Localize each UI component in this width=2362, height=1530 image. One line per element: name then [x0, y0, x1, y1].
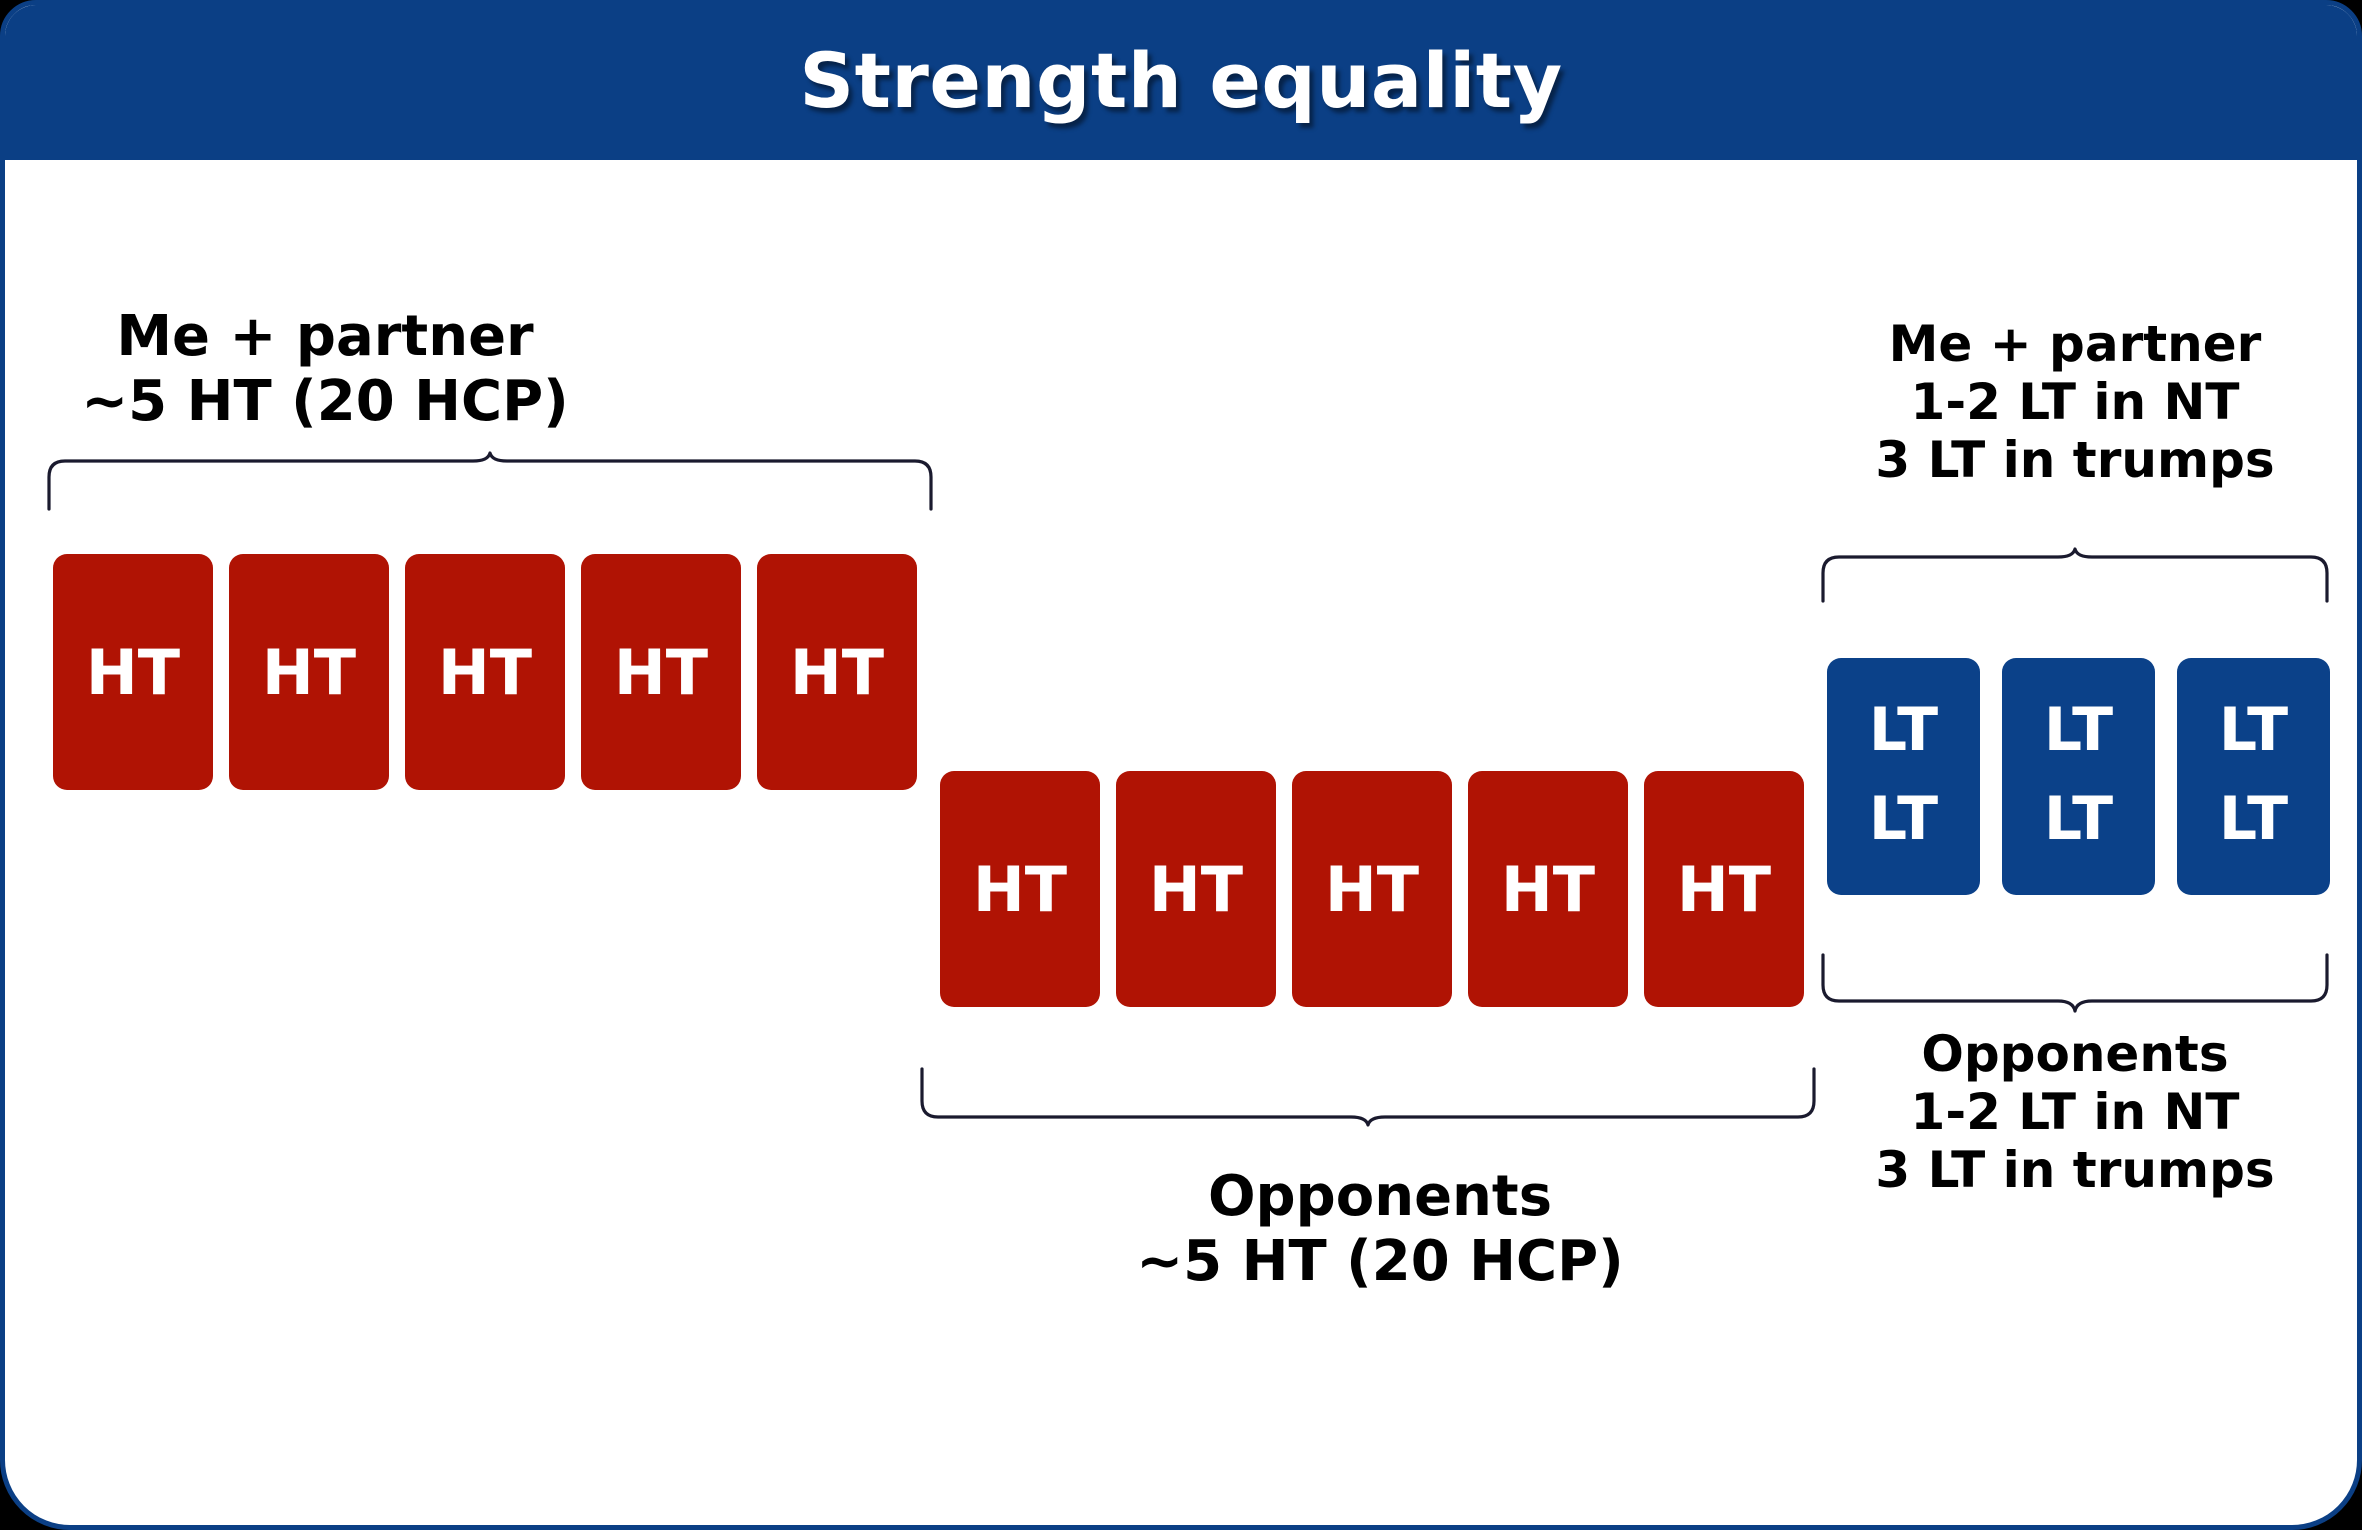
- lt-top-label-line-3: 3 LT in trumps: [1875, 431, 2275, 489]
- card-label: HT: [972, 852, 1068, 926]
- card-ht-opp-2[interactable]: HT: [1116, 771, 1276, 1007]
- card-label-bottom: LT: [1868, 784, 1939, 854]
- opponents-ht-label-line-2: ~5 HT (20 HCP): [1136, 1228, 1624, 1294]
- page-title: Strength equality: [799, 35, 1563, 125]
- card-label: HT: [85, 635, 181, 709]
- card-ht-opp-3[interactable]: HT: [1292, 771, 1452, 1007]
- lt-bottom-label: Opponents 1-2 LT in NT 3 LT in trumps: [1805, 1025, 2345, 1199]
- card-ht-2[interactable]: HT: [229, 554, 389, 790]
- card-label-top: LT: [2043, 695, 2114, 765]
- card-label-top: LT: [2218, 695, 2289, 765]
- lt-bottom-brace-icon: [1821, 953, 2329, 1013]
- lt-top-label-line-2: 1-2 LT in NT: [1910, 373, 2240, 431]
- lt-bottom-label-line-1: Opponents: [1921, 1025, 2229, 1083]
- card-label: HT: [1148, 852, 1244, 926]
- card-label: HT: [789, 635, 885, 709]
- card-lt-2[interactable]: LT LT: [2002, 658, 2155, 895]
- my-side-brace-icon: [47, 451, 933, 511]
- card-ht-3[interactable]: HT: [405, 554, 565, 790]
- card-ht-5[interactable]: HT: [757, 554, 917, 790]
- card-label: HT: [613, 635, 709, 709]
- card-label: HT: [1500, 852, 1596, 926]
- card-ht-opp-4[interactable]: HT: [1468, 771, 1628, 1007]
- card-ht-4[interactable]: HT: [581, 554, 741, 790]
- lt-top-label-line-1: Me + partner: [1888, 315, 2262, 373]
- my-side-ht-label: Me + partner ~5 HT (20 HCP): [5, 304, 645, 435]
- card-ht-opp-1[interactable]: HT: [940, 771, 1100, 1007]
- my-side-ht-label-line-1: Me + partner: [116, 304, 534, 369]
- lt-bottom-label-line-3: 3 LT in trumps: [1875, 1141, 2275, 1199]
- card-label: HT: [1676, 852, 1772, 926]
- card-label-bottom: LT: [2218, 784, 2289, 854]
- opponents-ht-label-line-1: Opponents: [1207, 1164, 1553, 1229]
- card-label: HT: [1324, 852, 1420, 926]
- lt-top-label: Me + partner 1-2 LT in NT 3 LT in trumps: [1815, 315, 2335, 489]
- card-label-top: LT: [1868, 695, 1939, 765]
- slide-title-bar: Strength equality: [5, 5, 2357, 160]
- my-side-ht-label-line-2: ~5 HT (20 HCP): [81, 368, 569, 434]
- card-label-bottom: LT: [2043, 784, 2114, 854]
- card-lt-3[interactable]: LT LT: [2177, 658, 2330, 895]
- lt-top-brace-icon: [1821, 547, 2329, 603]
- card-ht-1[interactable]: HT: [53, 554, 213, 790]
- card-ht-opp-5[interactable]: HT: [1644, 771, 1804, 1007]
- lt-bottom-label-line-2: 1-2 LT in NT: [1910, 1083, 2240, 1141]
- card-label: HT: [261, 635, 357, 709]
- card-lt-1[interactable]: LT LT: [1827, 658, 1980, 895]
- opponents-brace-icon: [920, 1067, 1816, 1127]
- card-label: HT: [437, 635, 533, 709]
- opponents-ht-label: Opponents ~5 HT (20 HCP): [1030, 1164, 1730, 1295]
